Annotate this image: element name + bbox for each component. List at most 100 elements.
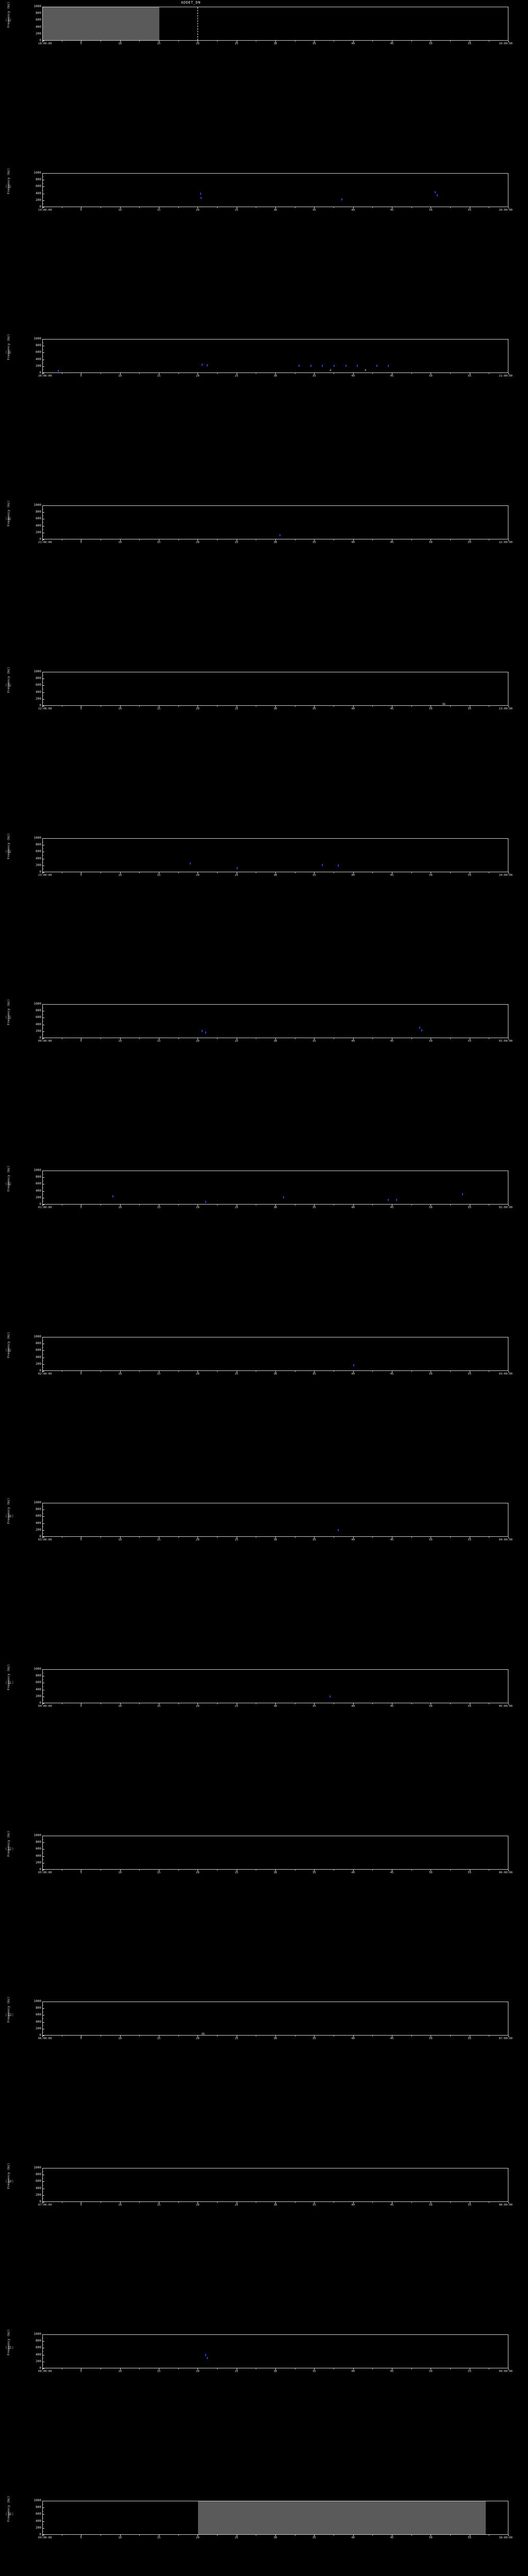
x-tick-mark-minor bbox=[178, 872, 179, 873]
x-tick-label: 55 bbox=[468, 1871, 471, 1874]
x-tick-label: 20 bbox=[196, 375, 200, 378]
plot-area[interactable] bbox=[42, 1503, 508, 1537]
x-tick-mark-minor bbox=[411, 539, 412, 540]
x-tick-mark bbox=[508, 41, 509, 42]
x-tick-label: 35 bbox=[312, 541, 316, 544]
plot-area[interactable] bbox=[42, 672, 508, 706]
x-tick-label: 5 bbox=[80, 375, 82, 378]
x-tick-label: 10 bbox=[118, 375, 122, 378]
x-tick-label: 50 bbox=[429, 2536, 433, 2539]
plot-area[interactable] bbox=[42, 2168, 508, 2202]
x-tick-label: 10 bbox=[118, 874, 122, 877]
plot-area[interactable] bbox=[42, 1669, 508, 1703]
x-tick-mark bbox=[314, 1537, 315, 1538]
x-tick-mark bbox=[197, 706, 199, 707]
spectrogram-panel: (12) Frequency (Hz) 1000 800 600 400 200 0 05:00… bbox=[0, 1831, 528, 1881]
x-tick-mark-minor bbox=[217, 1537, 218, 1538]
x-tick-mark-minor bbox=[450, 1703, 451, 1704]
x-tick-label: 35 bbox=[312, 1871, 316, 1874]
x-tick-mark bbox=[314, 207, 315, 209]
x-tick-mark-minor bbox=[217, 706, 218, 707]
x-tick-mark bbox=[42, 1537, 43, 1538]
annotation-glyph: Δ bbox=[365, 369, 367, 372]
x-tick-mark bbox=[353, 2535, 354, 2536]
x-tick-label: 10 bbox=[118, 2370, 122, 2373]
x-tick-mark-minor bbox=[217, 1205, 218, 1206]
x-tick-label: 10 bbox=[118, 1705, 122, 1708]
x-tick-mark bbox=[314, 872, 315, 874]
plot-area[interactable] bbox=[42, 1171, 508, 1205]
detection-mark bbox=[279, 534, 280, 537]
plot-area[interactable] bbox=[42, 838, 508, 872]
x-tick-mark bbox=[275, 2368, 276, 2370]
y-tick-label: 0 bbox=[39, 1036, 41, 1040]
detection-mark bbox=[310, 365, 311, 367]
y-tick-label: 0 bbox=[39, 2033, 41, 2037]
x-tick-mark bbox=[42, 41, 43, 42]
x-tick-label: 45 bbox=[390, 1040, 394, 1043]
x-tick-label: 02:00:00 bbox=[38, 1372, 52, 1376]
plot-area[interactable] bbox=[42, 173, 508, 207]
spectrogram-panel: (7) Frequency (Hz) 1000 800 600 400 200 0 00:00:… bbox=[0, 999, 528, 1049]
y-tick-label: 800 bbox=[36, 2505, 41, 2510]
x-tick-label: 35 bbox=[312, 2204, 316, 2207]
y-tick-label: 800 bbox=[36, 2006, 41, 2010]
x-tick-label: 15 bbox=[157, 1206, 161, 1209]
y-tick-mark-minor bbox=[42, 2511, 43, 2512]
detection-mark bbox=[283, 1196, 285, 1198]
x-tick-label: 23:00:00 bbox=[38, 874, 52, 877]
x-tick-label: 45 bbox=[390, 2370, 394, 2373]
x-tick-mark-minor bbox=[450, 1038, 451, 1039]
x-tick-label: 45 bbox=[390, 1871, 394, 1874]
x-tick-mark-minor bbox=[139, 373, 140, 374]
y-tick-mark-minor bbox=[42, 2198, 43, 2199]
y-axis-label: Frequency (Hz) bbox=[7, 2163, 11, 2189]
x-tick-label: 15 bbox=[157, 1538, 161, 1541]
x-tick-label: 30 bbox=[273, 874, 277, 877]
x-tick-label: 45 bbox=[390, 2204, 394, 2207]
x-tick-mark bbox=[197, 872, 199, 874]
plot-area[interactable] bbox=[42, 339, 508, 373]
detection-mark bbox=[112, 1195, 113, 1197]
x-tick-label: 15 bbox=[157, 874, 161, 877]
plot-area[interactable] bbox=[42, 1337, 508, 1371]
plot-area[interactable] bbox=[42, 1004, 508, 1038]
panel-index: (2) bbox=[5, 184, 12, 189]
plot-area[interactable] bbox=[42, 505, 508, 539]
x-tick-label: 30 bbox=[273, 2370, 277, 2373]
plot-area[interactable] bbox=[42, 2334, 508, 2368]
panel-index: (5) bbox=[5, 683, 12, 687]
y-tick-label: 800 bbox=[36, 843, 41, 847]
x-tick-mark-minor bbox=[411, 706, 412, 707]
x-tick-label: 01:00:00 bbox=[38, 1206, 52, 1209]
x-tick-mark-minor bbox=[411, 2202, 412, 2203]
spectrogram-panel: (9) Frequency (Hz) 1000 800 600 400 200 0 02:00:… bbox=[0, 1332, 528, 1382]
x-tick-mark bbox=[314, 41, 315, 42]
x-tick-label: 35 bbox=[312, 874, 316, 877]
y-tick-label: 0 bbox=[39, 704, 41, 707]
y-tick-mark bbox=[42, 1842, 44, 1843]
y-tick-mark-minor bbox=[42, 349, 43, 350]
x-tick-mark bbox=[275, 2202, 276, 2204]
x-tick-mark-minor bbox=[178, 2368, 179, 2369]
x-tick-mark bbox=[353, 1537, 354, 1538]
plot-area[interactable] bbox=[42, 1836, 508, 1870]
y-tick-label: 200 bbox=[36, 2526, 41, 2530]
y-tick-mark-minor bbox=[42, 369, 43, 370]
y-tick-label: 0 bbox=[39, 39, 41, 42]
x-tick-mark-minor bbox=[217, 872, 218, 873]
x-tick-mark bbox=[197, 539, 199, 541]
x-tick-label: 50 bbox=[429, 1206, 433, 1209]
plot-area[interactable] bbox=[42, 2002, 508, 2036]
y-tick-mark-minor bbox=[42, 1866, 43, 1867]
x-tick-mark bbox=[508, 2535, 509, 2536]
x-tick-mark bbox=[314, 1038, 315, 1040]
x-tick-label: 55 bbox=[468, 1040, 471, 1043]
x-tick-mark bbox=[314, 1205, 315, 1206]
y-tick-label: 400 bbox=[36, 2352, 41, 2357]
x-tick-mark-minor bbox=[411, 2036, 412, 2037]
y-tick-label: 200 bbox=[36, 2026, 41, 2030]
x-tick-label: 45 bbox=[390, 707, 394, 710]
y-tick-label: 800 bbox=[36, 1009, 41, 1013]
y-axis-label: Frequency (Hz) bbox=[7, 2, 11, 28]
